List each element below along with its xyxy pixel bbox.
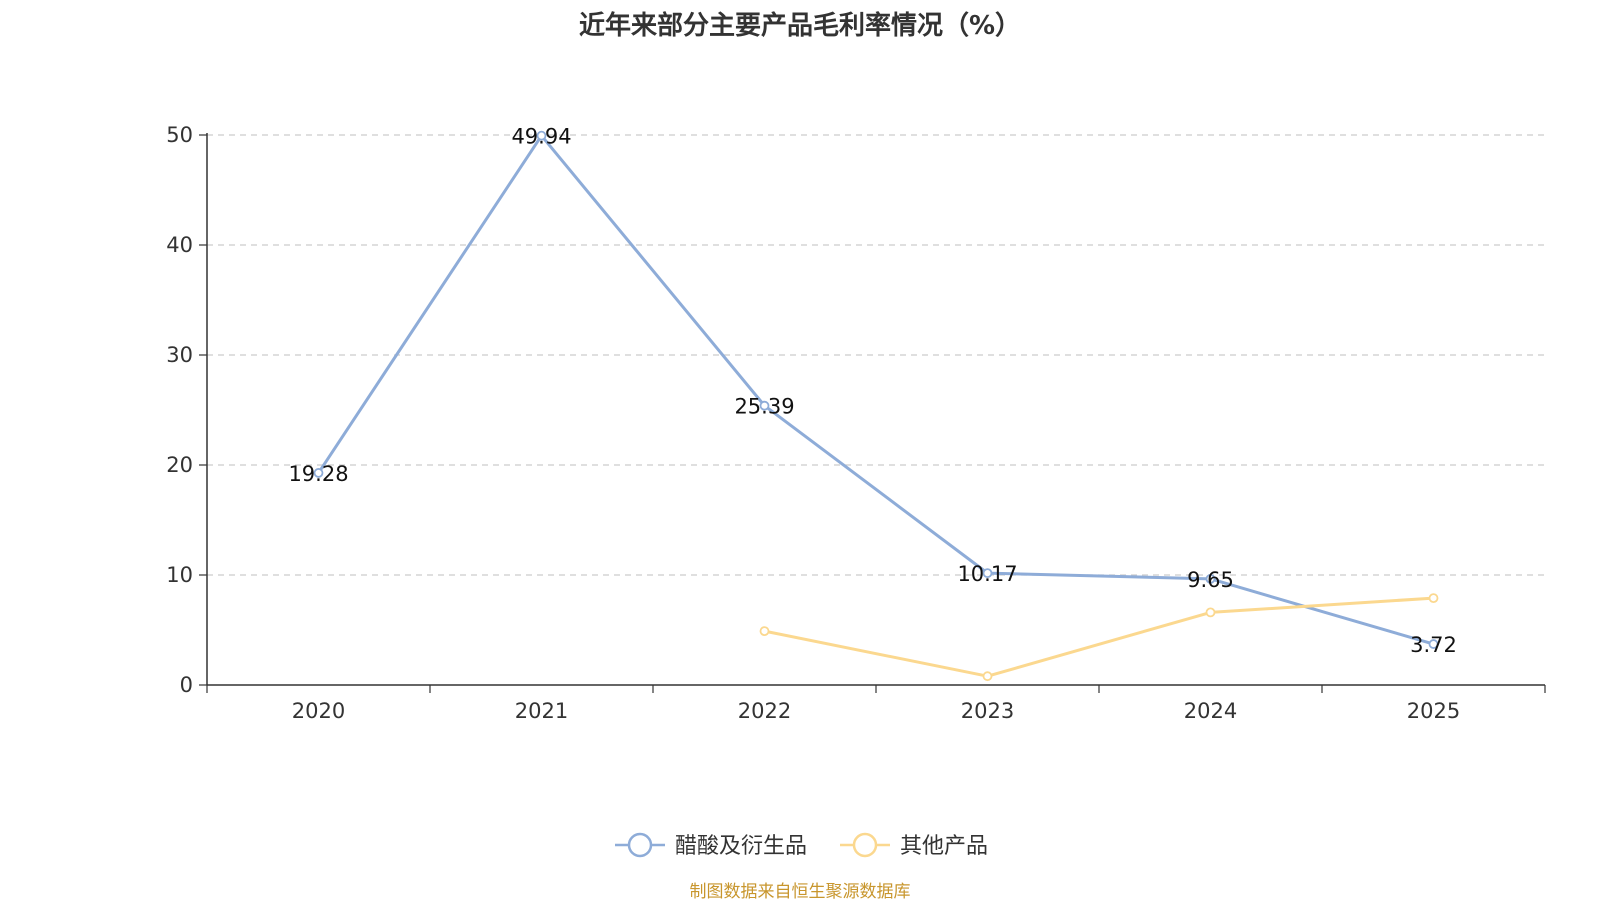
data-point-other[interactable] — [1428, 593, 1439, 603]
grid-lines — [207, 134, 1545, 576]
axes: 0 10 20 30 40 50 2020 2021 2022 2023 2024 2025 — [166, 123, 1546, 723]
legend-item-acetic[interactable]: 醋酸及衍生品 — [615, 832, 807, 859]
data-point-acetic[interactable] — [982, 568, 993, 579]
y-tick-label: 10 — [166, 563, 193, 587]
data-point-acetic[interactable] — [1428, 639, 1439, 649]
data-label-acetic: 10.17 — [957, 562, 1017, 586]
data-point-other[interactable] — [1205, 607, 1216, 618]
y-tick-label: 20 — [166, 453, 193, 477]
y-tick-label: 50 — [166, 123, 193, 147]
legend-label-acetic: 醋酸及衍生品 — [675, 834, 807, 859]
legend-item-other[interactable]: 其他产品 — [840, 832, 988, 859]
data-label-acetic: 25.39 — [734, 395, 794, 419]
x-tick-label: 2023 — [961, 699, 1014, 723]
data-label-acetic: 49.94 — [511, 125, 571, 149]
data-label-acetic: 9.65 — [1187, 568, 1234, 592]
series-line-acetic — [317, 134, 1434, 646]
legend-label-other: 其他产品 — [900, 834, 988, 859]
series-lines — [313, 130, 1439, 682]
data-labels: 19.28 49.94 25.39 10.17 9.65 3.72 — [288, 125, 1456, 657]
y-tick-label: 30 — [166, 343, 193, 367]
legend: 醋酸及衍生品 其他产品 — [615, 832, 988, 859]
y-tick-label: 40 — [166, 233, 193, 257]
data-point-acetic[interactable] — [313, 468, 324, 478]
y-tick-label: 0 — [180, 673, 193, 697]
data-point-other[interactable] — [982, 671, 993, 682]
data-label-acetic: 3.72 — [1410, 633, 1457, 657]
x-tick-label: 2021 — [515, 699, 568, 723]
data-point-acetic[interactable] — [759, 400, 770, 411]
x-tick-label: 2022 — [738, 699, 791, 723]
x-tick-label: 2025 — [1407, 699, 1460, 723]
x-tick-label: 2024 — [1184, 699, 1237, 723]
chart-title: 近年来部分主要产品毛利率情况（%） — [579, 10, 1021, 41]
source-note: 制图数据来自恒生聚源数据库 — [690, 882, 911, 900]
legend-marker-acetic — [627, 832, 653, 858]
data-point-acetic[interactable] — [536, 130, 547, 141]
data-label-acetic: 19.28 — [288, 462, 348, 486]
series-line-other — [764, 596, 1434, 678]
x-tick-label: 2020 — [292, 699, 345, 723]
data-point-other[interactable] — [759, 626, 770, 636]
data-point-acetic[interactable] — [1205, 573, 1216, 584]
legend-marker-other — [852, 832, 878, 858]
